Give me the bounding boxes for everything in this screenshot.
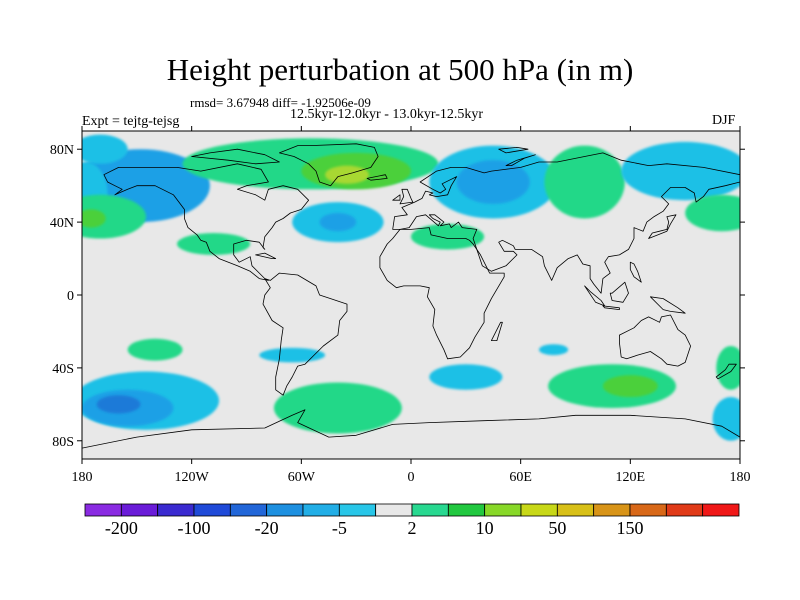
colorbar-label-5: 10 xyxy=(475,518,494,538)
rmsd-diff-stats: rmsd= 3.67948 diff= -1.92506e-09 xyxy=(190,95,371,110)
negative-anomaly-20 xyxy=(96,395,141,414)
colorbar-label-4: 2 xyxy=(407,518,417,538)
colorbar-swatch-5 xyxy=(266,503,304,517)
coastline-9 xyxy=(392,194,401,201)
coastline-21 xyxy=(255,252,277,259)
positive-anomaly-2 xyxy=(82,194,146,239)
colorbar-label-6: 50 xyxy=(548,518,567,538)
lon-tick-label-3: 0 xyxy=(408,470,415,485)
coastline-18 xyxy=(629,261,642,283)
colorbar-label-0: -200 xyxy=(104,518,138,538)
colorbar-swatch-14 xyxy=(593,503,631,517)
coastline-2 xyxy=(262,272,348,396)
positive-anomaly-22 xyxy=(273,382,402,434)
coastline-6 xyxy=(491,321,503,341)
coastline-11 xyxy=(648,214,677,239)
positive-anomaly-17 xyxy=(127,338,183,361)
colorbar-swatch-2 xyxy=(157,503,195,517)
colorbar-swatch-13 xyxy=(556,503,595,517)
negative-anomaly-21 xyxy=(259,347,326,363)
colorbar-swatch-7 xyxy=(338,503,377,517)
lat-tick-label-2: 0 xyxy=(67,289,74,304)
coastline-14 xyxy=(650,296,686,314)
positive-anomaly-3 xyxy=(82,209,106,228)
positive-anomaly-26 xyxy=(716,346,740,390)
colorbar-swatch-0 xyxy=(84,503,122,517)
lon-tick-label-5: 120E xyxy=(616,470,646,485)
negative-anomaly-27 xyxy=(712,397,740,441)
coastline-8 xyxy=(399,188,414,205)
coastline-7 xyxy=(82,409,740,459)
lon-tick-label-2: 60W xyxy=(288,470,316,485)
coastline-15 xyxy=(715,363,737,380)
coastline-20 xyxy=(505,154,536,166)
negative-anomaly-13 xyxy=(456,160,530,204)
lon-tick-label-1: 120W xyxy=(175,470,210,485)
lat-tick-label-3: 40S xyxy=(52,362,74,377)
negative-anomaly-4 xyxy=(82,134,128,164)
coastline-1 xyxy=(279,143,379,187)
coastline-10 xyxy=(366,174,388,181)
season-label: DJF xyxy=(712,113,736,128)
positive-anomaly-7 xyxy=(325,165,369,184)
positive-anomaly-16 xyxy=(685,194,740,232)
positive-anomaly-14 xyxy=(544,145,625,219)
negative-anomaly-15 xyxy=(621,141,740,201)
lon-tick-label-0: 180 xyxy=(72,470,93,485)
coastline-3 xyxy=(392,152,740,294)
experiment-label: Expt = tejtg-tejsg xyxy=(82,114,180,129)
negative-anomaly-9 xyxy=(319,213,357,232)
colorbar xyxy=(84,503,740,517)
coastline-17 xyxy=(602,305,620,310)
colorbar-swatch-12 xyxy=(520,503,558,517)
lat-tick-label-1: 40N xyxy=(50,216,74,231)
coastline-13 xyxy=(609,281,629,303)
coastline-0 xyxy=(103,163,309,281)
colorbar-label-2: -20 xyxy=(254,518,279,538)
positive-anomaly-11 xyxy=(411,223,485,250)
axis-ticks: 180 120W 60W 0 60E 120E 180 80N 40N 0 40S 80S xyxy=(50,126,751,485)
coastline-19 xyxy=(498,147,529,154)
positive-anomaly-10 xyxy=(177,233,251,255)
colorbar-swatch-16 xyxy=(665,503,704,517)
colorbar-swatch-1 xyxy=(120,503,159,517)
plot-title: Height perturbation at 500 hPa (in m) xyxy=(166,52,634,87)
colorbar-label-7: 150 xyxy=(616,518,644,538)
negative-anomaly-28 xyxy=(538,344,569,356)
colorbar-swatch-3 xyxy=(193,503,231,517)
lat-tick-label-0: 80N xyxy=(50,143,74,158)
coastline-16 xyxy=(191,148,280,165)
coastline-4 xyxy=(379,227,505,360)
colorbar-swatch-6 xyxy=(302,503,340,517)
coastlines xyxy=(82,143,740,459)
period-label: 12.5kyr-12.0kyr - 13.0kyr-12.5kyr xyxy=(290,107,484,122)
colorbar-label-1: -100 xyxy=(177,518,211,538)
colorbar-swatch-15 xyxy=(629,503,667,517)
negative-anomaly-23 xyxy=(429,364,503,390)
positive-anomaly-25 xyxy=(602,375,658,398)
coastline-5 xyxy=(619,314,691,367)
colorbar-label-3: -5 xyxy=(331,518,347,538)
colorbar-swatch-4 xyxy=(229,503,268,517)
colorbar-swatch-17 xyxy=(702,503,740,517)
colorbar-swatch-11 xyxy=(484,503,522,517)
lon-tick-label-4: 60E xyxy=(509,470,532,485)
colorbar-swatch-10 xyxy=(447,503,486,517)
colorbar-swatch-8 xyxy=(375,503,413,517)
lon-tick-label-6: 180 xyxy=(730,470,751,485)
coastline-12 xyxy=(584,285,606,307)
colorbar-swatch-9 xyxy=(411,503,449,517)
lat-tick-label-4: 80S xyxy=(52,435,74,450)
